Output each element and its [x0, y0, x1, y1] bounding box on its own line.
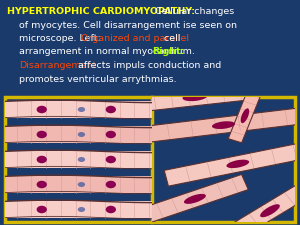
Ellipse shape — [106, 106, 116, 113]
Bar — [5, 97, 295, 222]
Ellipse shape — [226, 160, 249, 168]
Text: Disarrangement: Disarrangement — [19, 61, 96, 70]
Text: Right:: Right: — [152, 47, 184, 56]
Polygon shape — [228, 89, 262, 143]
Ellipse shape — [260, 204, 280, 217]
Polygon shape — [142, 174, 248, 223]
Ellipse shape — [37, 181, 47, 188]
Bar — [5, 101, 152, 118]
Bar — [5, 126, 152, 143]
Ellipse shape — [78, 157, 85, 162]
Ellipse shape — [37, 206, 47, 213]
Polygon shape — [225, 180, 300, 225]
Ellipse shape — [184, 194, 206, 204]
Ellipse shape — [37, 131, 47, 138]
Bar — [5, 176, 152, 193]
Ellipse shape — [78, 107, 85, 112]
Text: cell: cell — [161, 34, 180, 43]
Text: Organized and parallel: Organized and parallel — [81, 34, 189, 43]
Text: affects impuls conduction and: affects impuls conduction and — [75, 61, 221, 70]
Ellipse shape — [78, 132, 85, 137]
Bar — [5, 151, 152, 168]
Text: of myocytes. Cell disarrangement ise seen on: of myocytes. Cell disarrangement ise see… — [19, 20, 237, 29]
Bar — [5, 201, 152, 218]
Polygon shape — [144, 108, 300, 143]
Ellipse shape — [106, 181, 116, 188]
Ellipse shape — [78, 182, 85, 187]
Text: arrangement in normal myocardium.: arrangement in normal myocardium. — [19, 47, 198, 56]
Text: HYPERTROPHIC CARDIOMYOPATHY:: HYPERTROPHIC CARDIOMYOPATHY: — [7, 7, 195, 16]
Ellipse shape — [212, 121, 235, 129]
Ellipse shape — [106, 131, 116, 138]
Ellipse shape — [37, 156, 47, 163]
Ellipse shape — [106, 156, 116, 163]
Text: microscope. Left:: microscope. Left: — [19, 34, 104, 43]
Ellipse shape — [241, 108, 249, 123]
Ellipse shape — [182, 93, 207, 101]
Ellipse shape — [106, 206, 116, 213]
Text: promotes ventricular arrythmias.: promotes ventricular arrythmias. — [19, 74, 177, 83]
Ellipse shape — [78, 207, 85, 212]
Ellipse shape — [37, 106, 47, 113]
Polygon shape — [164, 142, 300, 186]
Text: Cellular changes: Cellular changes — [152, 7, 234, 16]
Polygon shape — [136, 82, 253, 112]
